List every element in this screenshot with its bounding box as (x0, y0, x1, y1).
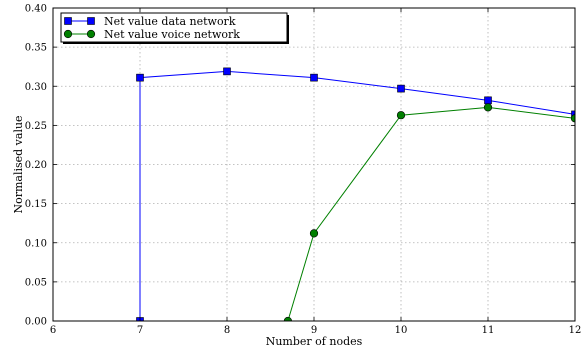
data-point (397, 84, 405, 93)
x-tick-label: 7 (137, 325, 143, 336)
x-tick-label: 11 (482, 325, 495, 336)
data-point (484, 96, 492, 105)
data-point (136, 73, 144, 82)
series-line (139, 70, 575, 321)
x-tick-label: 6 (50, 325, 56, 336)
y-tick-label: 0.10 (25, 238, 47, 249)
y-tick-label: 0.20 (25, 160, 47, 171)
data-point (223, 67, 231, 76)
y-tick-label: 0.35 (25, 43, 47, 54)
axis-ticks: 6 7 8 9 10 11 12 0.00 0.05 0.10 0.15 0.20 0.25 0.30 0.… (25, 4, 582, 337)
x-tick-label: 12 (569, 325, 582, 336)
legend-marker (63, 29, 73, 39)
y-tick-label: 0.05 (25, 277, 47, 288)
legend-box (60, 12, 288, 43)
data-point (283, 316, 292, 321)
data-point (483, 103, 493, 112)
legend-label: Net value voice network (104, 28, 240, 41)
plot-area (136, 67, 575, 321)
legend-entry: Net value voice network (63, 28, 240, 41)
data-point (309, 229, 319, 238)
y-tick-label: 0.30 (25, 82, 47, 93)
series-line (287, 106, 575, 321)
data-point (571, 110, 575, 119)
y-tick-label: 0.00 (25, 317, 47, 328)
legend-entry: Net value data network (64, 15, 236, 28)
x-tick-label: 10 (395, 325, 408, 336)
y-axis-label: Normalised value (12, 115, 25, 213)
y-tick-label: 0.15 (25, 199, 47, 210)
grid (52, 7, 576, 322)
y-tick-label: 0.40 (25, 4, 47, 15)
legend-marker (64, 17, 72, 25)
series-1 (136, 67, 575, 321)
data-point (310, 73, 318, 82)
data-point (396, 111, 406, 120)
legend-marker (87, 17, 95, 25)
x-axis-label: Number of nodes (266, 335, 363, 348)
x-tick-label: 8 (224, 325, 230, 336)
y-tick-label: 0.25 (25, 121, 47, 132)
legend-label: Net value data network (104, 15, 236, 28)
legend-marker (86, 29, 96, 39)
data-point (570, 114, 575, 123)
x-tick-label: 9 (311, 325, 317, 336)
series-2 (283, 103, 575, 321)
